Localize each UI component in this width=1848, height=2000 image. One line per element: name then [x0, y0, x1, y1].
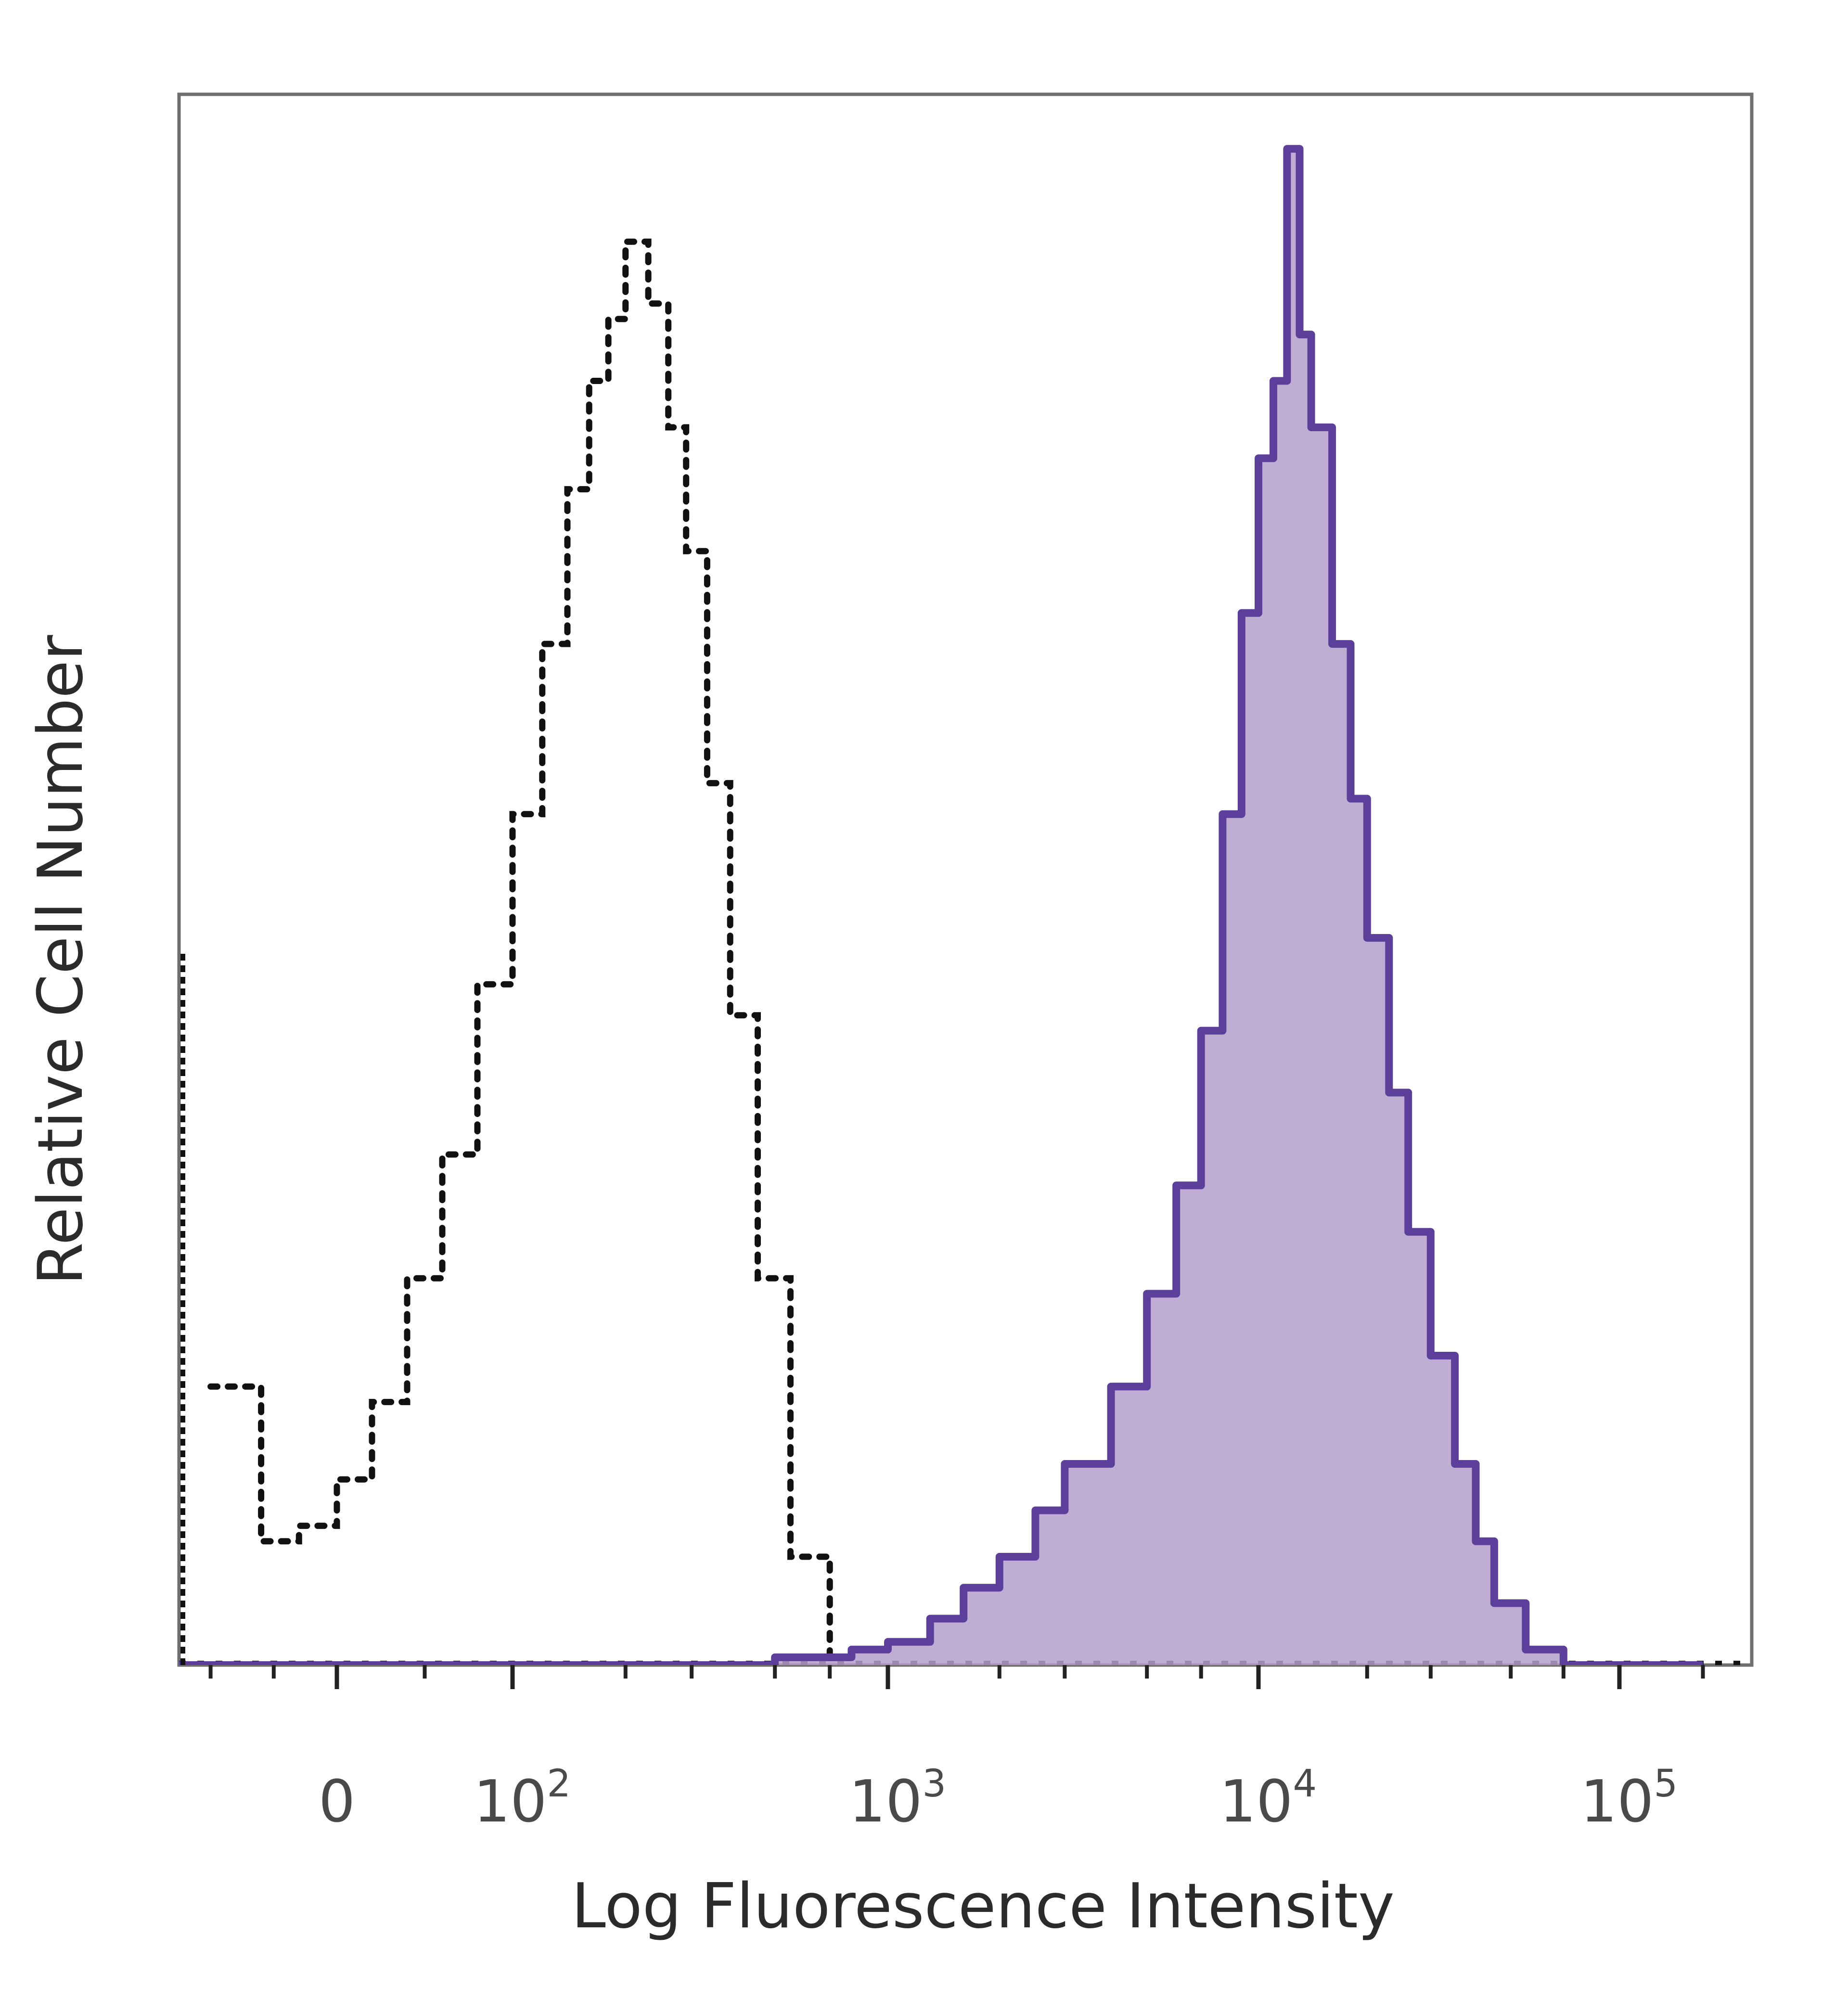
plot-series	[179, 145, 1752, 1665]
x-axis-title: Log Fluorescence Intensity	[571, 1871, 1394, 1942]
x-tick-labels: 0 102 103 104 105	[319, 1762, 1678, 1835]
plot-frame	[177, 92, 1754, 1667]
x-tick-label: 0	[319, 1769, 355, 1835]
stained-histogram-line	[179, 145, 1703, 1665]
x-ticks	[208, 1665, 1705, 1689]
x-tick-label: 103	[849, 1762, 946, 1835]
stained-histogram-fill	[179, 149, 1703, 1665]
x-tick-label: 105	[1580, 1762, 1678, 1835]
x-tick-label: 104	[1219, 1762, 1317, 1835]
x-tick-label: 102	[474, 1762, 571, 1835]
control-histogram-line	[207, 238, 833, 1665]
y-axis-title: Relative Cell Number	[25, 635, 97, 1285]
